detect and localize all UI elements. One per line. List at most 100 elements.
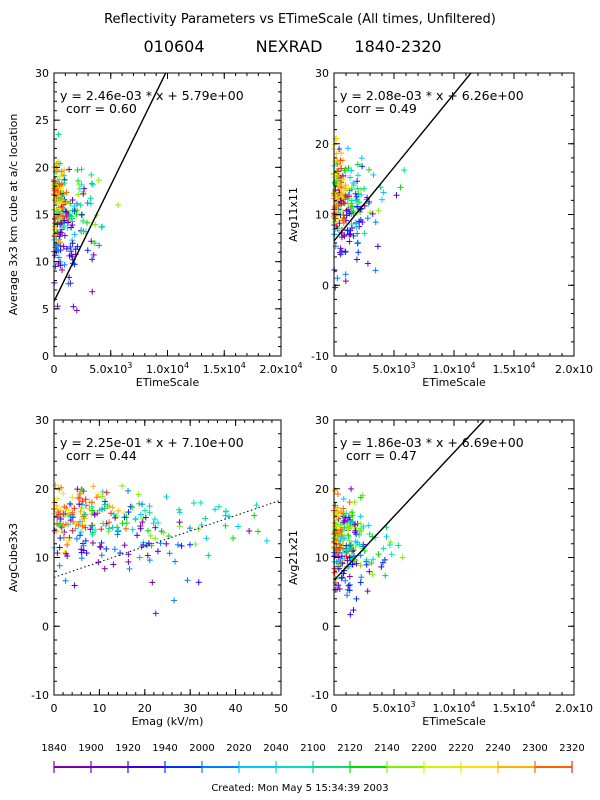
data-point <box>197 499 204 506</box>
data-point <box>166 550 173 557</box>
data-point <box>364 588 371 595</box>
data-point <box>367 209 374 216</box>
data-point <box>92 221 99 228</box>
data-point <box>66 166 73 173</box>
data-point <box>145 527 152 534</box>
data-point <box>96 507 103 514</box>
data-point <box>357 186 364 193</box>
data-point <box>356 531 363 538</box>
data-point <box>235 523 242 530</box>
data-point <box>88 171 95 178</box>
data-point <box>383 533 390 540</box>
data-point <box>163 494 170 501</box>
data-point <box>205 552 212 559</box>
data-point <box>380 545 387 552</box>
data-point <box>89 522 96 529</box>
panel-top-right: 0 5.0x103 1.0x104 1.5x104 2.0x10-100102030ET… <box>287 67 593 389</box>
data-point <box>338 553 345 560</box>
data-point <box>346 573 353 580</box>
data-point <box>337 538 344 545</box>
data-point <box>96 242 103 249</box>
data-point <box>119 520 126 527</box>
data-point <box>353 193 360 200</box>
data-point <box>139 519 146 526</box>
data-point <box>96 543 103 550</box>
data-point <box>341 167 348 174</box>
data-point <box>78 555 85 562</box>
data-point <box>87 526 94 533</box>
y-tick-label: 0 <box>322 620 329 633</box>
data-point <box>61 232 68 239</box>
data-point <box>357 562 364 569</box>
data-point <box>333 521 340 528</box>
data-point <box>80 190 87 197</box>
data-point <box>372 219 379 226</box>
data-point <box>71 505 78 512</box>
data-point <box>83 550 90 557</box>
scatter-points <box>51 482 270 617</box>
data-point <box>63 245 70 252</box>
data-point <box>354 539 361 546</box>
data-point <box>395 542 402 549</box>
data-point <box>117 550 124 557</box>
data-point <box>60 222 67 229</box>
data-point <box>77 532 84 539</box>
data-point <box>360 523 367 530</box>
data-point <box>366 198 373 205</box>
data-point <box>59 197 66 204</box>
scatter-points <box>331 135 408 291</box>
y-tick-label: 20 <box>35 483 49 496</box>
data-point <box>368 560 375 567</box>
data-point <box>348 541 355 548</box>
data-point <box>99 223 106 230</box>
data-point <box>341 535 348 542</box>
data-point <box>335 510 342 517</box>
data-point <box>172 558 179 565</box>
data-point <box>366 568 373 575</box>
data-point <box>354 161 361 168</box>
data-point <box>331 179 338 186</box>
data-point <box>78 505 85 512</box>
data-point <box>72 246 79 253</box>
fit-equation: y = 2.46e-03 * x + 5.79e+00 <box>60 88 244 103</box>
data-point <box>77 529 84 536</box>
data-point <box>54 200 61 207</box>
subtitle-date: 010604 <box>143 37 204 56</box>
data-point <box>346 537 353 544</box>
fit-equation: y = 1.86e-03 * x + 6.69e+00 <box>340 435 524 450</box>
y-axis-label: AvgCube3x3 <box>7 523 20 592</box>
y-tick-label: 30 <box>35 67 49 80</box>
data-point <box>142 507 149 514</box>
colorbar-label: 2020 <box>226 743 251 754</box>
y-tick-label: 30 <box>35 414 49 427</box>
colorbar-label: 1920 <box>115 743 140 754</box>
data-point <box>359 163 366 170</box>
data-point <box>57 160 64 167</box>
data-point <box>59 204 66 211</box>
data-point <box>87 195 94 202</box>
data-point <box>345 548 352 555</box>
data-point <box>226 513 233 520</box>
data-point <box>186 541 193 548</box>
data-point <box>53 528 60 535</box>
data-point <box>76 490 83 497</box>
data-point <box>255 528 262 535</box>
data-point <box>354 172 361 179</box>
data-point <box>202 515 209 522</box>
data-point <box>358 574 365 581</box>
data-point <box>354 203 361 210</box>
data-point <box>346 238 353 245</box>
colorbar-label: 2220 <box>448 743 473 754</box>
data-point <box>132 515 139 522</box>
data-point <box>57 231 64 238</box>
data-point <box>160 529 167 536</box>
data-point <box>341 524 348 531</box>
data-point <box>340 212 347 219</box>
data-point <box>94 510 101 517</box>
data-point <box>84 247 91 254</box>
data-point <box>71 582 78 589</box>
data-point <box>152 535 159 542</box>
data-point <box>338 165 345 172</box>
data-point <box>134 532 141 539</box>
data-point <box>80 542 87 549</box>
